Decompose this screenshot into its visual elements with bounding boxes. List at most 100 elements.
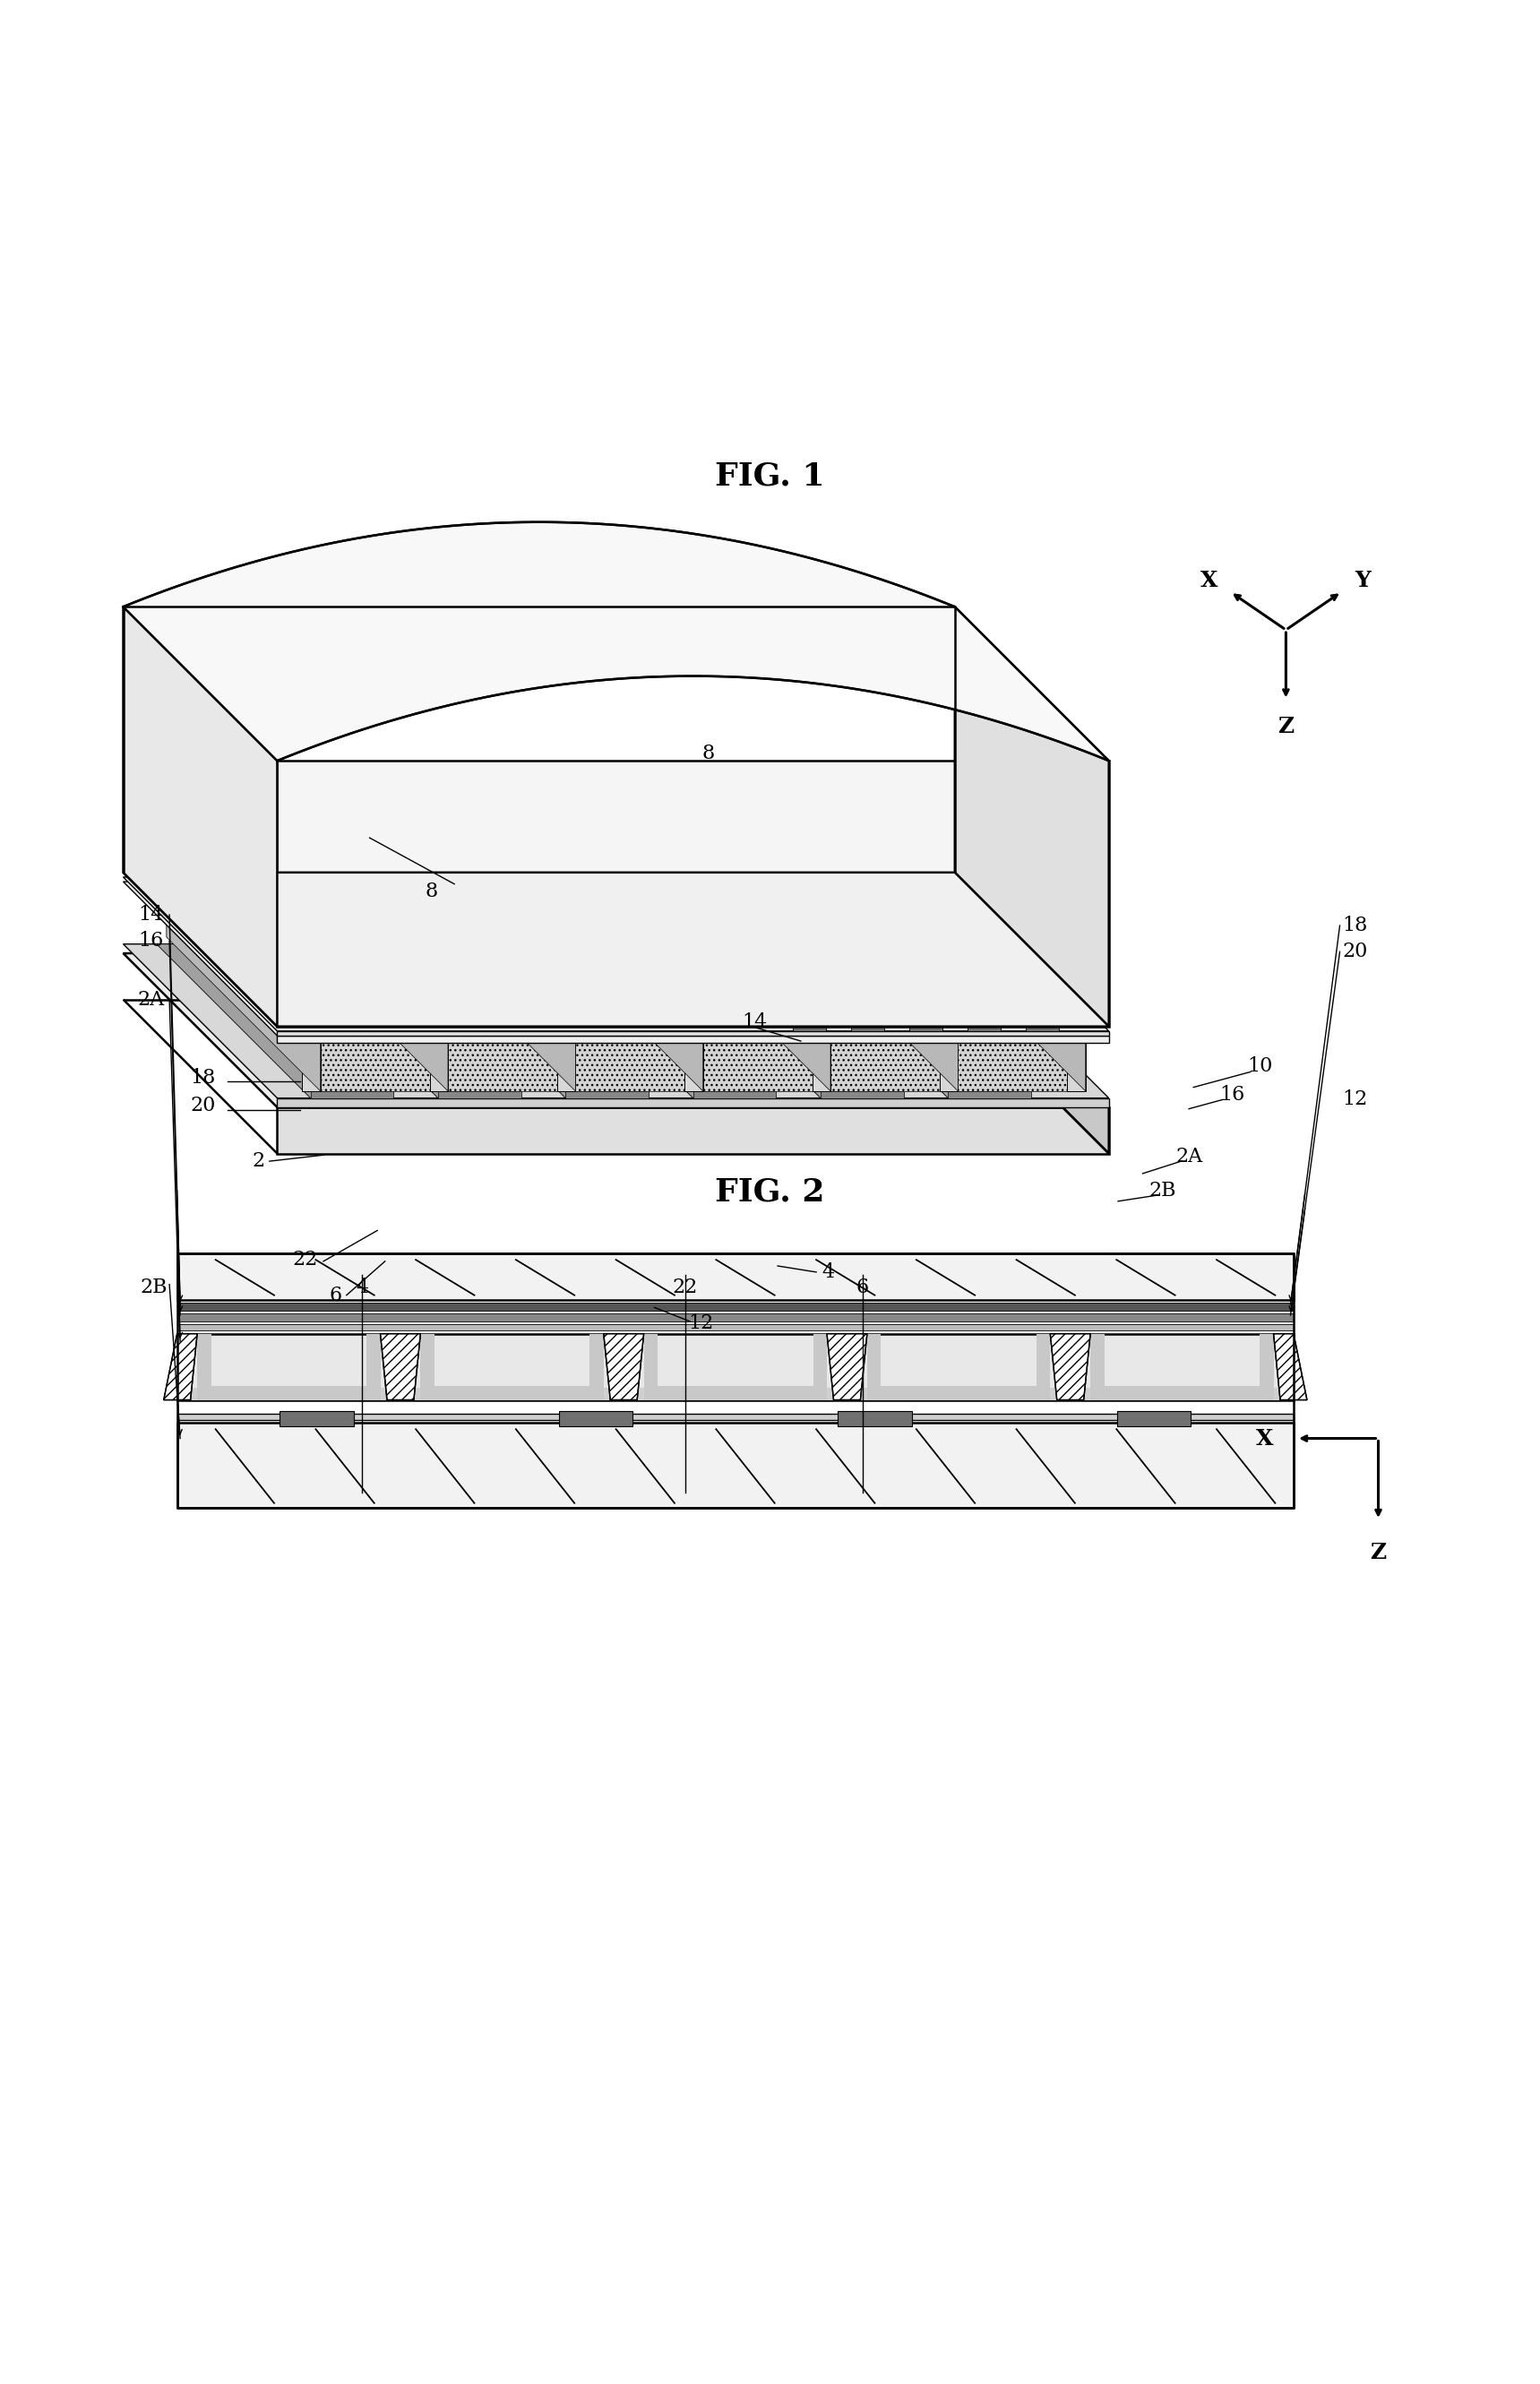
- Polygon shape: [276, 889, 448, 1042]
- Polygon shape: [1067, 1042, 1086, 1092]
- Polygon shape: [804, 889, 958, 1092]
- Text: 18: 18: [191, 1068, 216, 1087]
- Polygon shape: [830, 1042, 939, 1092]
- Polygon shape: [294, 889, 557, 1042]
- Polygon shape: [821, 1092, 904, 1099]
- Polygon shape: [1036, 1333, 1050, 1399]
- Polygon shape: [302, 1042, 320, 1092]
- Polygon shape: [420, 1333, 434, 1399]
- Polygon shape: [123, 522, 1109, 760]
- Text: 6: 6: [330, 1285, 342, 1304]
- Text: 18: 18: [1343, 915, 1368, 935]
- Text: 2B: 2B: [1149, 1180, 1177, 1199]
- Polygon shape: [958, 1042, 1067, 1092]
- Polygon shape: [676, 889, 830, 1092]
- Polygon shape: [827, 1333, 867, 1399]
- Polygon shape: [123, 944, 1109, 1099]
- Polygon shape: [123, 954, 1109, 1106]
- Polygon shape: [157, 944, 394, 1099]
- Polygon shape: [163, 1333, 197, 1399]
- Text: 12: 12: [688, 1314, 713, 1333]
- Polygon shape: [867, 1385, 1050, 1399]
- Polygon shape: [123, 873, 1109, 1028]
- Text: 2: 2: [253, 1151, 265, 1171]
- Polygon shape: [123, 882, 1109, 1035]
- Polygon shape: [867, 1333, 881, 1399]
- Text: Z: Z: [1278, 715, 1294, 737]
- Polygon shape: [702, 1042, 812, 1092]
- Text: 22: 22: [673, 1278, 698, 1297]
- Polygon shape: [437, 1092, 521, 1099]
- Polygon shape: [448, 1042, 557, 1092]
- Text: 14: 14: [742, 1013, 767, 1032]
- Polygon shape: [1116, 1411, 1190, 1426]
- Polygon shape: [277, 1099, 1109, 1106]
- Polygon shape: [277, 1106, 1109, 1154]
- Polygon shape: [177, 1304, 1294, 1311]
- Polygon shape: [939, 1042, 958, 1092]
- Polygon shape: [177, 1314, 1294, 1321]
- Polygon shape: [1090, 1385, 1274, 1399]
- Polygon shape: [148, 889, 320, 1042]
- Polygon shape: [559, 1411, 633, 1426]
- Polygon shape: [539, 944, 776, 1099]
- Polygon shape: [1274, 1333, 1307, 1399]
- Text: 20: 20: [191, 1097, 216, 1116]
- Polygon shape: [913, 889, 1086, 1042]
- Polygon shape: [1090, 1333, 1104, 1399]
- Text: X: X: [1200, 570, 1218, 591]
- Text: 14: 14: [139, 906, 163, 925]
- Polygon shape: [813, 1333, 827, 1399]
- Polygon shape: [123, 877, 1109, 1030]
- Polygon shape: [812, 1042, 830, 1092]
- Polygon shape: [785, 889, 958, 1042]
- Polygon shape: [838, 1411, 912, 1426]
- Polygon shape: [557, 1042, 576, 1092]
- Polygon shape: [123, 608, 277, 1028]
- Text: 2B: 2B: [140, 1278, 168, 1297]
- Polygon shape: [658, 889, 830, 1042]
- Text: 4: 4: [822, 1261, 835, 1283]
- Polygon shape: [548, 889, 702, 1092]
- Polygon shape: [367, 1333, 380, 1399]
- Polygon shape: [813, 873, 1001, 1028]
- Polygon shape: [755, 873, 942, 1028]
- Polygon shape: [311, 1092, 394, 1099]
- Polygon shape: [852, 1028, 884, 1030]
- Text: 16: 16: [1220, 1085, 1244, 1104]
- Text: 4: 4: [356, 1278, 368, 1297]
- Polygon shape: [403, 889, 576, 1042]
- Polygon shape: [420, 1385, 604, 1399]
- Polygon shape: [932, 889, 1086, 1092]
- Text: 2A: 2A: [137, 989, 165, 1008]
- Polygon shape: [280, 1411, 354, 1426]
- Polygon shape: [531, 889, 702, 1042]
- Polygon shape: [872, 873, 1060, 1028]
- Polygon shape: [565, 1092, 648, 1099]
- Polygon shape: [166, 889, 430, 1042]
- Polygon shape: [177, 1326, 1294, 1330]
- Polygon shape: [1260, 1333, 1274, 1399]
- Text: 20: 20: [1343, 942, 1368, 961]
- Text: Y: Y: [1355, 570, 1371, 591]
- Polygon shape: [177, 1423, 1294, 1507]
- Polygon shape: [177, 1254, 1294, 1299]
- Polygon shape: [277, 760, 1109, 1028]
- Text: 10: 10: [1247, 1056, 1272, 1075]
- Text: FIG. 2: FIG. 2: [715, 1178, 825, 1206]
- Polygon shape: [949, 1092, 1032, 1099]
- Polygon shape: [693, 1092, 776, 1099]
- Polygon shape: [644, 1385, 827, 1399]
- Polygon shape: [644, 1333, 658, 1399]
- Polygon shape: [548, 889, 812, 1042]
- Polygon shape: [1026, 1028, 1060, 1030]
- Polygon shape: [793, 1028, 825, 1030]
- Polygon shape: [380, 1333, 420, 1399]
- Polygon shape: [967, 1028, 1001, 1030]
- Polygon shape: [197, 1333, 211, 1399]
- Polygon shape: [667, 944, 904, 1099]
- Text: 6: 6: [856, 1278, 869, 1297]
- Polygon shape: [177, 1414, 1294, 1421]
- Text: 8: 8: [425, 882, 437, 901]
- Polygon shape: [639, 873, 825, 1028]
